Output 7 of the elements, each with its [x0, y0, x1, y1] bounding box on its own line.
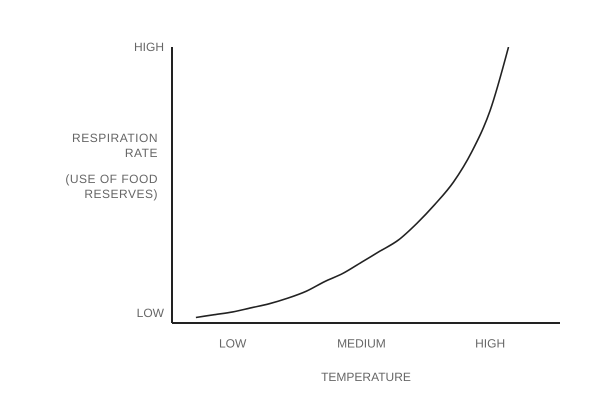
- x-tick-label: LOW: [219, 336, 248, 351]
- text: HIGH: [134, 40, 164, 54]
- x-tick-label: MEDIUM: [337, 336, 386, 351]
- x-tick-label: HIGH: [475, 336, 506, 351]
- x-axis-title: TEMPERATURE: [321, 370, 411, 384]
- y-axis-title: RESPIRATION RATE (USE OF FOOD RESERVES): [65, 131, 158, 201]
- text: LOW: [136, 306, 165, 320]
